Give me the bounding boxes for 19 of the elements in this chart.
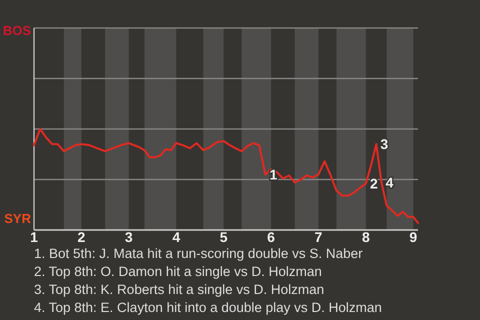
text: 1. Bot 5th: J. Mata hit a run-scoring double vs S. Naber: [34, 246, 364, 261]
x-tick-label: 9: [409, 229, 418, 245]
x-tick-label: 3: [124, 229, 133, 245]
text: 3. Top 8th: K. Roberts hit a single vs D. Holzman: [34, 282, 324, 297]
x-tick-label: 4: [172, 229, 180, 245]
text: 2. Top 8th: O. Damon hit a single vs D. Holzman: [34, 264, 322, 279]
text: BOS: [2, 23, 32, 38]
x-tick-label: 2: [78, 229, 86, 245]
x-tick-label: 6: [267, 229, 276, 245]
x-tick-label: 8: [362, 229, 370, 245]
annotation: 3: [380, 136, 388, 152]
x-tick-label: 1: [30, 229, 38, 245]
annotation: 4: [386, 174, 394, 190]
annotation: 1: [269, 166, 278, 182]
text: 4. Top 8th: E. Clayton hit into a double play vs D. Holzman: [34, 300, 382, 315]
text: SYR: [4, 211, 32, 226]
annotation: 2: [370, 175, 378, 192]
x-tick-label: 5: [220, 229, 228, 245]
x-tick-label: 7: [314, 229, 323, 245]
